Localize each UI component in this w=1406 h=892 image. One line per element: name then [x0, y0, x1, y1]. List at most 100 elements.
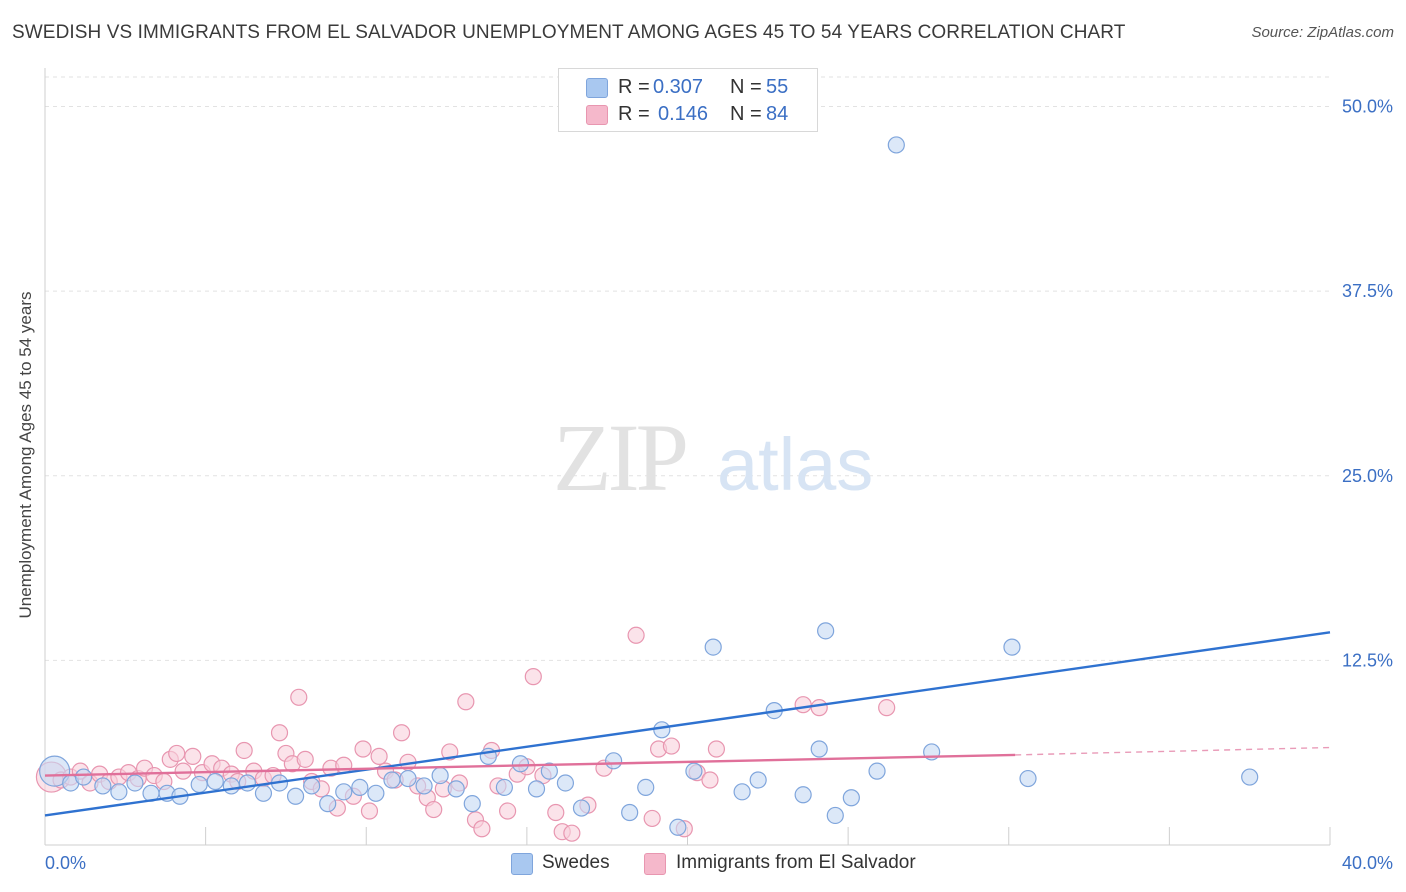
salvador-point [662, 737, 681, 755]
tick-labels: 12.5% 25.0% 37.5% 50.0% 0.0% 40.0% [45, 97, 1393, 873]
legend-swatch-swedes [586, 78, 608, 98]
y-tick-label: 50.0% [1342, 97, 1393, 117]
swedes-point [74, 768, 93, 786]
chart-title: SWEDISH VS IMMIGRANTS FROM EL SALVADOR U… [12, 22, 1126, 43]
salvador-point [184, 747, 202, 765]
swedes-point [351, 778, 369, 797]
swedes-point [463, 795, 481, 813]
swedes-trend-line [44, 631, 1331, 817]
series-salvador-points [35, 626, 896, 842]
swedes-point [319, 795, 337, 813]
salvador-point [425, 800, 443, 819]
legend-bottom-swatch-salvador [644, 853, 666, 875]
swedes-point [817, 622, 835, 640]
swedes-point [527, 780, 546, 798]
legend-bottom-label-salvador: Immigrants from El Salvador [676, 852, 916, 873]
legend-row-swedes: R = 0.307 N = 55 [559, 74, 817, 100]
salvador-point [370, 747, 388, 765]
legend-n-value: 55 [766, 76, 789, 98]
source-label: Source: ZipAtlas.com [1251, 24, 1394, 41]
swedes-point [685, 762, 703, 780]
y-tick-label: 25.0% [1342, 466, 1393, 486]
salvador-point [473, 820, 491, 838]
salvador-point [547, 803, 565, 822]
swedes-point [511, 755, 530, 773]
swedes-point [415, 777, 433, 795]
legend-r-value: 0.307 [653, 76, 704, 98]
swedes-point [556, 774, 575, 792]
salvador-point [441, 743, 459, 761]
series-swedes-points [39, 136, 1259, 836]
salvador-point [810, 699, 828, 717]
swedes-point [254, 784, 273, 802]
salvador-trend-line [44, 753, 1016, 777]
salvador-point [794, 696, 812, 714]
swedes-point [367, 784, 385, 802]
trend-lines [44, 631, 1331, 817]
swedes-point [1019, 769, 1037, 788]
salvador-point [235, 741, 253, 760]
swedes-point [126, 774, 144, 792]
swedes-point [669, 818, 687, 836]
swedes-point [704, 638, 722, 656]
swedes-point [399, 769, 417, 788]
grid-lines [45, 76, 1330, 661]
salvador-point [707, 740, 726, 758]
legend-bottom-swatch-swedes [511, 853, 533, 875]
swedes-point [94, 777, 112, 795]
legend-swatch-salvador [586, 105, 608, 125]
swedes-point [810, 740, 828, 758]
swedes-point [842, 789, 860, 807]
salvador-point [457, 693, 475, 711]
salvador-point [296, 750, 314, 768]
swedes-point [495, 778, 513, 797]
swedes-point [794, 786, 812, 804]
salvador-point [878, 699, 896, 717]
swedes-point [206, 772, 224, 791]
salvador-point [270, 724, 289, 742]
salvador-point [563, 824, 581, 842]
swedes-point [383, 771, 401, 789]
salvador-trend-extension [1015, 746, 1331, 756]
swedes-point [1241, 768, 1259, 786]
salvador-point [354, 740, 372, 758]
salvador-point [174, 762, 192, 780]
y-tick-label: 37.5% [1342, 281, 1393, 301]
legend-n-label: N = [730, 76, 762, 98]
watermark-atlas: atlas [717, 423, 873, 506]
swedes-point [621, 803, 639, 822]
legend-row-salvador: R = 0.146 N = 84 [559, 101, 817, 127]
salvador-point [335, 756, 353, 774]
swedes-point [286, 787, 305, 805]
swedes-point [733, 783, 751, 801]
salvador-point [524, 668, 542, 686]
swedes-point [868, 762, 886, 780]
swedes-point [540, 762, 558, 780]
salvador-point [701, 771, 719, 789]
swedes-point [190, 775, 208, 794]
axes [44, 68, 1331, 846]
legend-r-value: 0.146 [658, 103, 709, 125]
x-tick-label: 0.0% [45, 853, 86, 873]
swedes-point [605, 752, 623, 770]
swedes-point [887, 136, 905, 154]
swedes-point [1003, 638, 1021, 656]
correlation-legend: R = 0.307 N = 55 R = 0.146 N = 84 [558, 68, 818, 132]
swedes-point [303, 777, 321, 795]
swedes-point [431, 766, 449, 785]
legend-n-label: N = [730, 103, 762, 125]
watermark-zip: ZIP [553, 404, 686, 511]
x-tick-label: 40.0% [1342, 853, 1393, 873]
legend-n-value: 84 [766, 103, 789, 125]
legend-bottom-label-swedes: Swedes [542, 852, 610, 873]
swedes-point [653, 721, 671, 739]
swedes-point [110, 783, 128, 801]
salvador-point [499, 802, 517, 820]
legend-r-label: R = [618, 103, 650, 125]
legend-r-label: R = [618, 76, 650, 98]
swedes-point [749, 771, 767, 789]
swedes-point [335, 783, 353, 801]
salvador-point [627, 626, 645, 644]
swedes-point [572, 799, 591, 817]
